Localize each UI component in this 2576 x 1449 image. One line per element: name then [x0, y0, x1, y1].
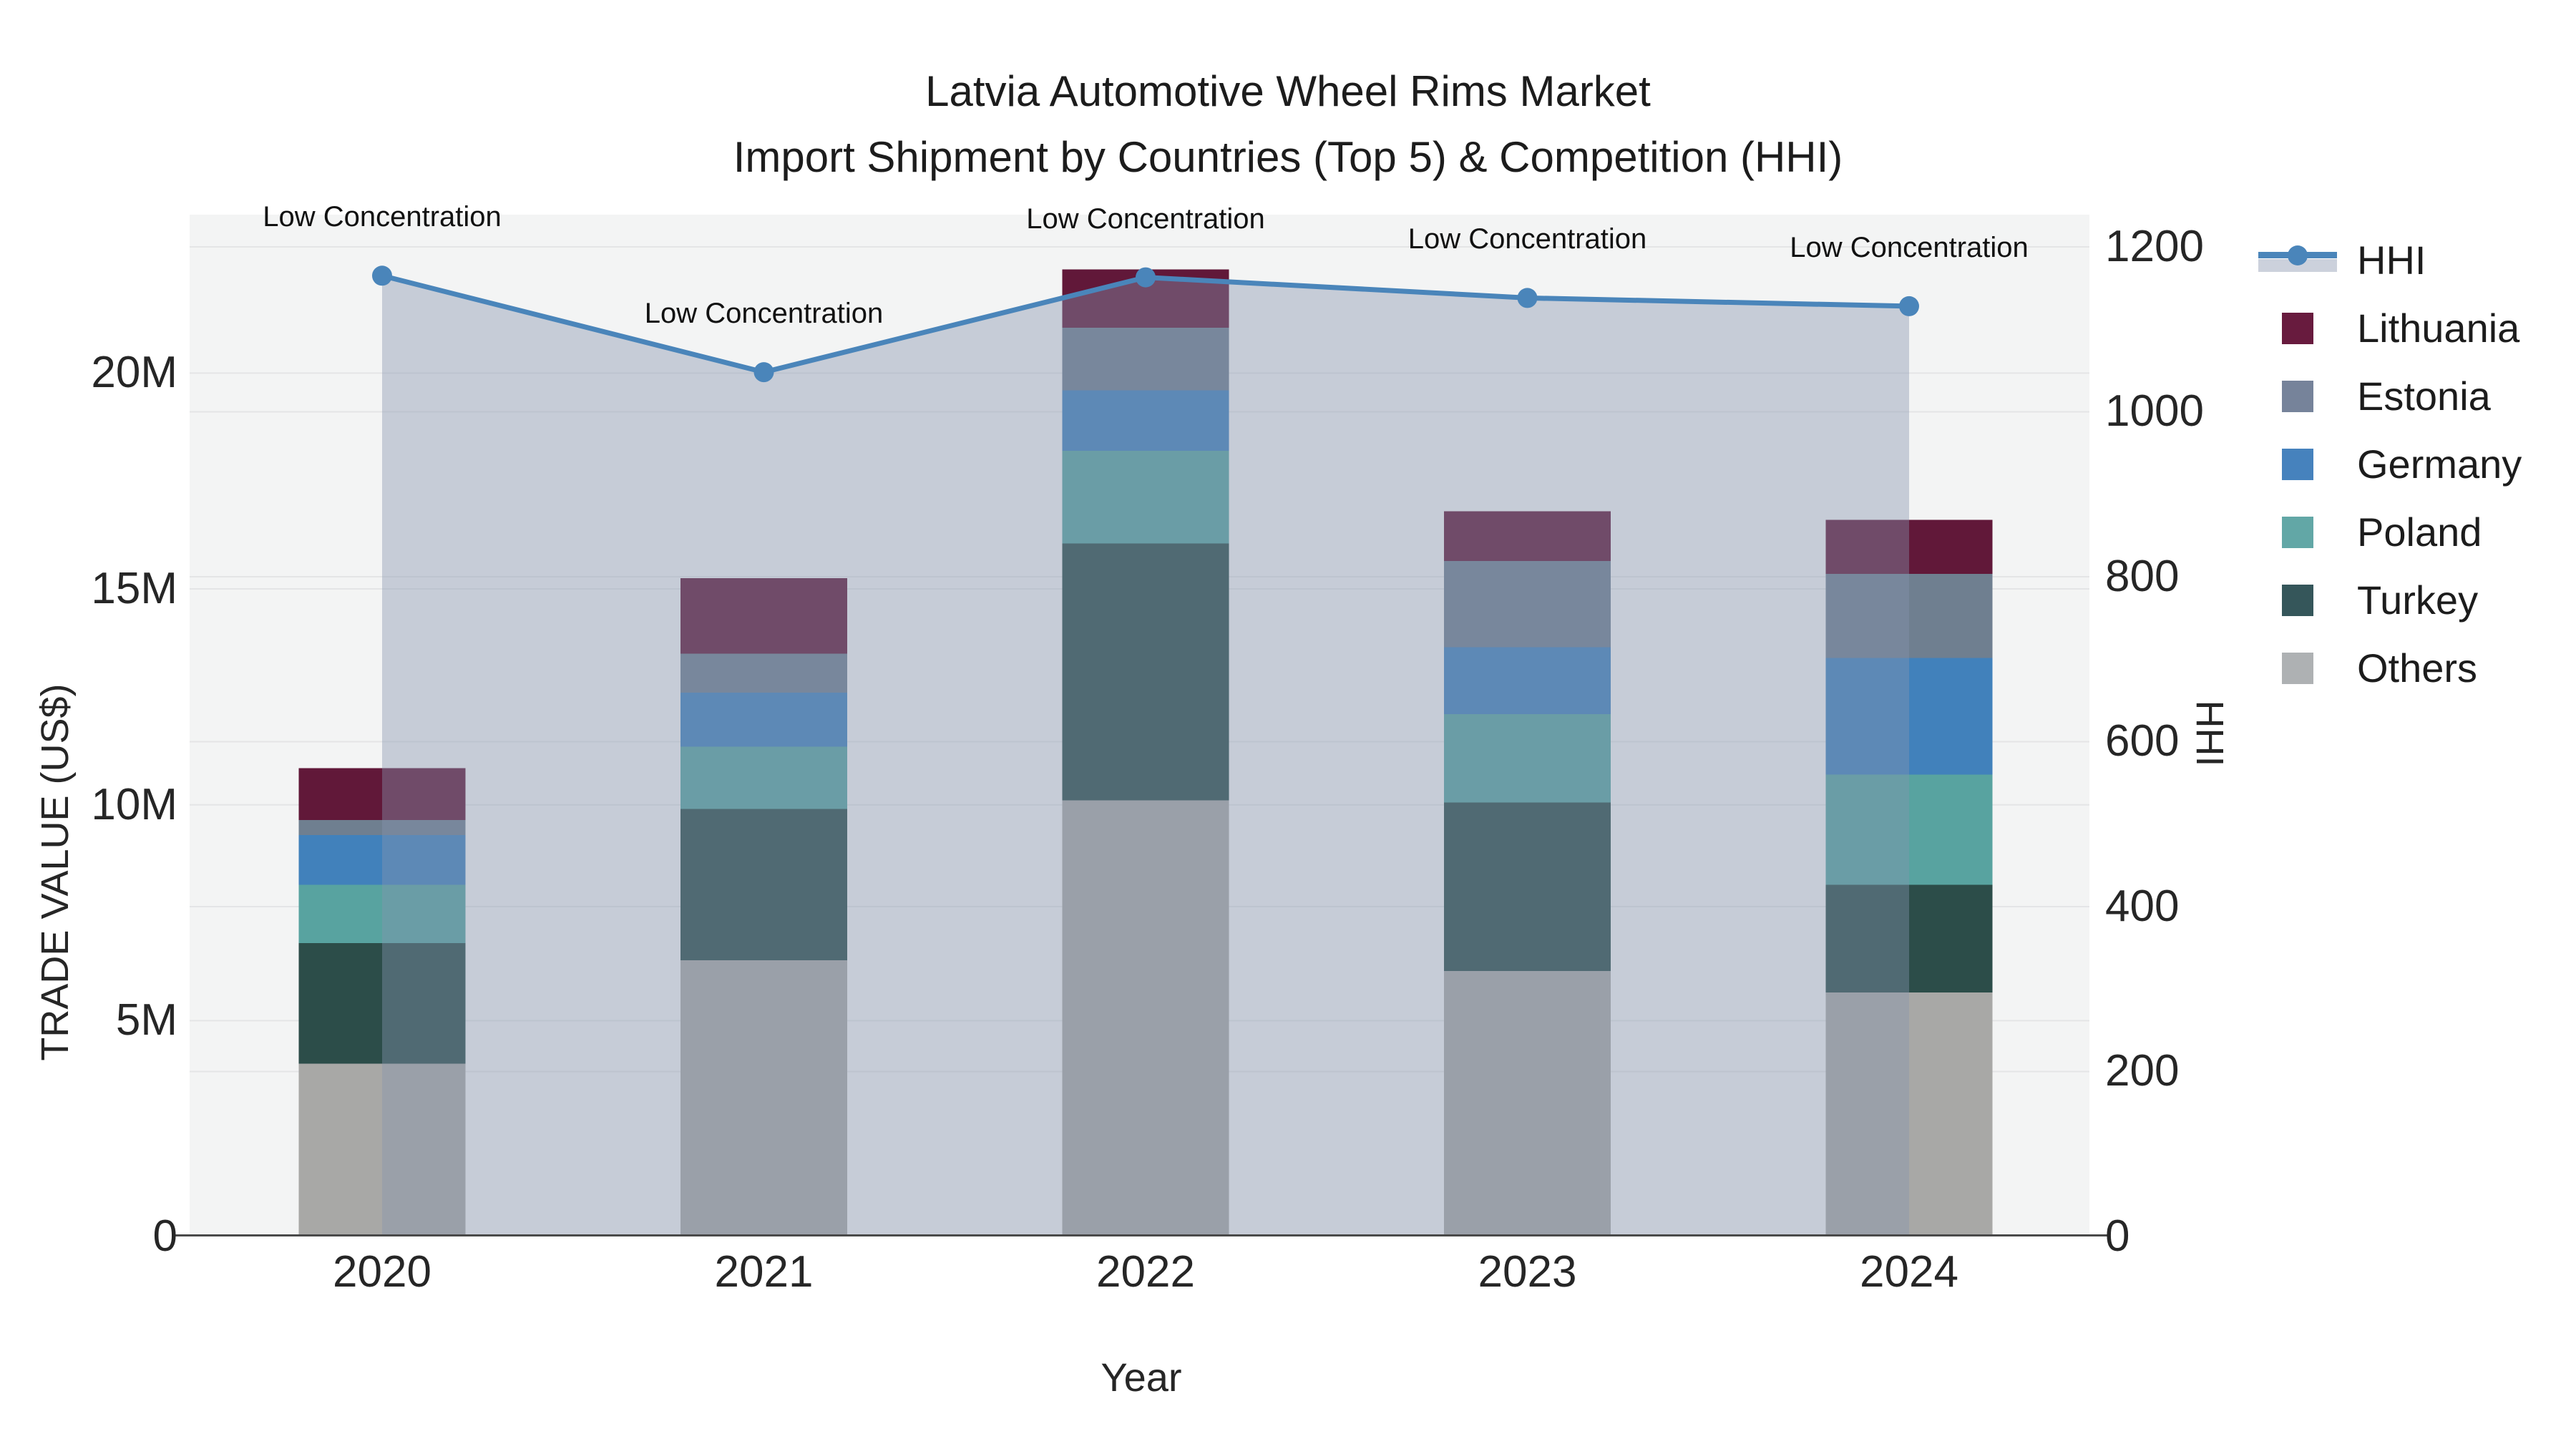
- x-tick-2021: 2021: [714, 1247, 814, 1297]
- hhi-point-2021[interactable]: [753, 362, 774, 383]
- annotation-2021: Low Concentration: [644, 298, 884, 330]
- legend-item-estonia[interactable]: Estonia: [2255, 362, 2522, 430]
- legend-item-turkey[interactable]: Turkey: [2255, 566, 2522, 634]
- right-tick-0: 0: [2105, 1211, 2130, 1261]
- lithuania-swatch-icon: [2282, 312, 2313, 344]
- legend-label-lithuania: Lithuania: [2357, 306, 2520, 351]
- chart-title: Latvia Automotive Wheel Rims Market Impo…: [0, 59, 2576, 190]
- legend: HHI Lithuania Estonia Germany Poland Turkey Ot…: [2255, 226, 2522, 702]
- hhi-legend-glyph: [2258, 239, 2337, 282]
- bar-segment-2023-turkey[interactable]: [1444, 802, 1611, 971]
- legend-symbol-poland: [2255, 511, 2340, 554]
- estonia-swatch-icon: [2282, 380, 2313, 412]
- left-tick-15M: 15M: [91, 564, 177, 614]
- legend-label-poland: Poland: [2357, 509, 2482, 555]
- turkey-swatch-icon: [2282, 584, 2313, 616]
- bar-segment-2021-poland[interactable]: [680, 746, 847, 809]
- chart-title-line1: Latvia Automotive Wheel Rims Market: [925, 67, 1651, 115]
- bar-segment-2024-germany[interactable]: [1825, 658, 1993, 775]
- annotation-2024: Low Concentration: [1790, 231, 2029, 263]
- bar-segment-2023-others[interactable]: [1444, 970, 1611, 1236]
- legend-item-germany[interactable]: Germany: [2255, 430, 2522, 498]
- bar-segment-2022-poland[interactable]: [1062, 451, 1229, 544]
- legend-symbol-germany: [2255, 443, 2340, 486]
- x-tick-2023: 2023: [1478, 1247, 1577, 1297]
- bar-segment-2021-germany[interactable]: [680, 692, 847, 747]
- hhi-point-2022[interactable]: [1136, 267, 1156, 288]
- legend-symbol-others: [2255, 647, 2340, 690]
- legend-symbol-hhi: [2255, 239, 2340, 282]
- right-tick-800: 800: [2105, 551, 2180, 601]
- hhi-legend-fill-band: [2258, 258, 2337, 272]
- x-tick-2022: 2022: [1096, 1247, 1195, 1297]
- legend-label-germany: Germany: [2357, 441, 2522, 487]
- bar-segment-2022-germany[interactable]: [1062, 390, 1229, 452]
- left-tick-10M: 10M: [91, 779, 177, 829]
- bar-segment-2024-others[interactable]: [1825, 992, 1993, 1236]
- right-tick-1200: 1200: [2105, 221, 2204, 271]
- bar-segment-2020-turkey[interactable]: [298, 942, 466, 1064]
- bar-segment-2023-estonia[interactable]: [1444, 560, 1611, 648]
- legend-label-others: Others: [2357, 645, 2478, 691]
- legend-item-others[interactable]: Others: [2255, 634, 2522, 702]
- bar-segment-2021-estonia[interactable]: [680, 653, 847, 693]
- x-tick-2020: 2020: [333, 1247, 431, 1297]
- bar-segment-2024-poland[interactable]: [1825, 774, 1993, 885]
- legend-label-turkey: Turkey: [2357, 577, 2479, 623]
- poland-swatch-icon: [2282, 516, 2313, 548]
- annotation-2020: Low Concentration: [263, 201, 502, 233]
- chart-plot-svg: [175, 245, 2109, 1237]
- bar-segment-2022-estonia[interactable]: [1062, 328, 1229, 391]
- germany-swatch-icon: [2282, 448, 2313, 480]
- chart-title-line2: Import Shipment by Countries (Top 5) & C…: [733, 133, 1843, 181]
- bar-segment-2020-lithuania[interactable]: [298, 768, 466, 820]
- bar-segment-2023-poland[interactable]: [1444, 714, 1611, 803]
- bar-segment-2020-poland[interactable]: [298, 884, 466, 943]
- bar-segment-2021-others[interactable]: [680, 960, 847, 1236]
- bar-segment-2020-others[interactable]: [298, 1063, 466, 1236]
- hhi-point-2023[interactable]: [1517, 288, 1538, 308]
- legend-item-lithuania[interactable]: Lithuania: [2255, 294, 2522, 362]
- hhi-point-2020[interactable]: [372, 265, 392, 286]
- bar-segment-2021-lithuania[interactable]: [680, 577, 847, 654]
- bar-segment-2024-turkey[interactable]: [1825, 884, 1993, 993]
- annotation-2022: Low Concentration: [1026, 203, 1265, 235]
- bar-segment-2023-lithuania[interactable]: [1444, 511, 1611, 561]
- others-swatch-icon: [2282, 652, 2313, 684]
- legend-item-hhi[interactable]: HHI: [2255, 226, 2522, 294]
- right-tick-400: 400: [2105, 881, 2180, 931]
- bar-segment-2022-others[interactable]: [1062, 800, 1229, 1236]
- legend-label-estonia: Estonia: [2357, 374, 2491, 419]
- x-tick-2024: 2024: [1860, 1247, 1958, 1297]
- hhi-area-fill: [382, 275, 1909, 1237]
- bar-segment-2022-turkey[interactable]: [1062, 543, 1229, 801]
- legend-item-poland[interactable]: Poland: [2255, 498, 2522, 566]
- left-tick-20M: 20M: [91, 348, 177, 398]
- right-tick-1000: 1000: [2105, 386, 2204, 436]
- bar-segment-2024-lithuania[interactable]: [1825, 519, 1993, 574]
- bar-segment-2020-estonia[interactable]: [298, 819, 466, 835]
- right-axis-title: HHI: [2188, 700, 2231, 767]
- legend-label-hhi: HHI: [2357, 238, 2426, 283]
- hhi-point-2024[interactable]: [1899, 296, 1919, 316]
- legend-symbol-estonia: [2255, 375, 2340, 418]
- right-tick-600: 600: [2105, 716, 2180, 766]
- bar-segment-2023-germany[interactable]: [1444, 647, 1611, 715]
- plot-area: [175, 215, 2109, 1237]
- bar-segment-2021-turkey[interactable]: [680, 809, 847, 960]
- bar-segment-2024-estonia[interactable]: [1825, 573, 1993, 658]
- bar-segment-2020-germany[interactable]: [298, 834, 466, 885]
- right-tick-200: 200: [2105, 1046, 2180, 1096]
- x-axis-title: Year: [1101, 1355, 1182, 1400]
- annotation-2023: Low Concentration: [1407, 223, 1647, 255]
- left-tick-0: 0: [152, 1211, 177, 1261]
- legend-symbol-lithuania: [2255, 307, 2340, 350]
- legend-symbol-turkey: [2255, 579, 2340, 622]
- left-tick-5M: 5M: [115, 995, 177, 1045]
- left-axis-title: TRADE VALUE (US$): [34, 683, 77, 1061]
- hhi-legend-marker: [2288, 245, 2308, 265]
